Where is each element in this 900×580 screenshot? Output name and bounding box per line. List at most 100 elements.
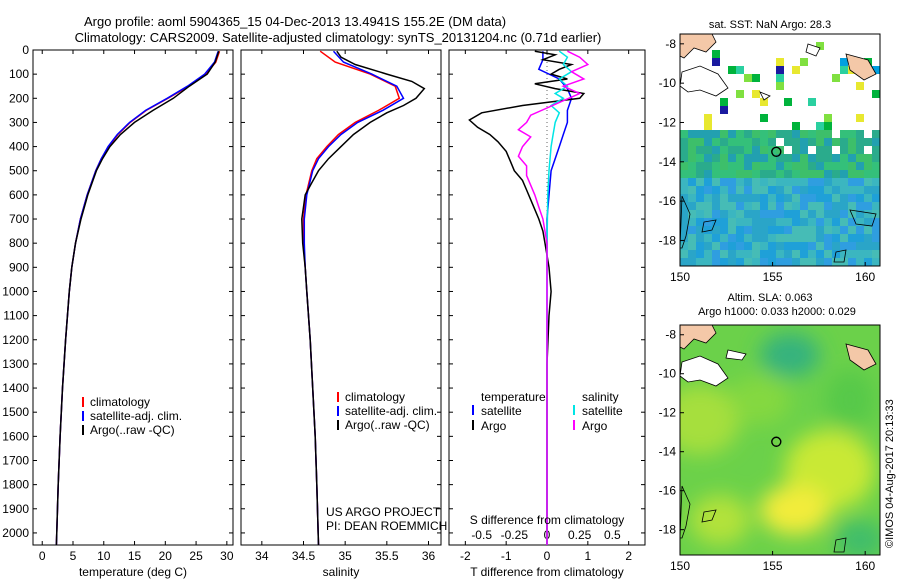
sla-blob-4	[760, 485, 830, 535]
sst-cell	[688, 250, 696, 258]
sst-cell	[768, 138, 776, 146]
sst-cell	[848, 130, 856, 138]
sst-cell	[840, 178, 848, 186]
sst-cell	[800, 210, 808, 218]
sst-cell	[688, 178, 696, 186]
sst-cell	[736, 66, 744, 74]
sst-cell	[696, 162, 704, 170]
land-mass-ne	[845, 343, 877, 371]
sst-cell	[848, 258, 856, 266]
sst-cell	[752, 210, 760, 218]
sst-cell	[824, 114, 832, 122]
sst-cell	[680, 146, 688, 154]
sst-cell	[720, 138, 728, 146]
sst-cell	[728, 226, 736, 234]
salinity-xlabel: salinity	[323, 565, 360, 579]
sst-cell	[760, 242, 768, 250]
sst-cell	[800, 178, 808, 186]
sst-cell	[808, 242, 816, 250]
project-annotation: US ARGO PROJECT	[326, 505, 441, 519]
sst-cell	[680, 130, 688, 138]
sst-cell	[760, 130, 768, 138]
sst-cell	[680, 210, 688, 218]
sst-cell	[736, 162, 744, 170]
sst-cell	[848, 146, 856, 154]
temperature-panel: 0 5 10 15 20 25 300100200300400500600700800900…	[2, 43, 234, 579]
sst-cell	[752, 186, 760, 194]
sst-cell	[800, 194, 808, 202]
sst-cell	[768, 242, 776, 250]
sst-cell	[856, 210, 864, 218]
sst-cell	[856, 258, 864, 266]
sst-cell	[848, 170, 856, 178]
sst-cell	[744, 250, 752, 258]
sst-cell	[792, 218, 800, 226]
sst-cell	[816, 146, 824, 154]
y-tick-label: 500	[9, 164, 29, 178]
sst-cell	[872, 130, 880, 138]
sst-argo-location-marker	[771, 146, 782, 157]
sst-cell	[752, 242, 760, 250]
sst-cell	[784, 138, 792, 146]
sst-cell	[776, 162, 784, 170]
sst-cell	[872, 178, 880, 186]
sst-cell	[752, 138, 760, 146]
sst-cell	[848, 234, 856, 242]
sst-cell	[712, 58, 720, 66]
sst-cell	[792, 226, 800, 234]
sst-cell	[760, 250, 768, 258]
sst-cell	[840, 250, 848, 258]
sst-cell	[776, 170, 784, 178]
sst-cell	[720, 226, 728, 234]
sla-blob-1	[760, 333, 820, 377]
sst-cell	[728, 138, 736, 146]
sst-cell	[832, 138, 840, 146]
sst-cell	[688, 258, 696, 266]
island-2	[759, 91, 771, 101]
sst-cell	[688, 154, 696, 162]
sst-cell	[704, 138, 712, 146]
sst-cell	[816, 122, 824, 130]
sst-cell	[856, 162, 864, 170]
sst-cell	[760, 210, 768, 218]
sst-cell	[864, 194, 872, 202]
legend-argo-label: Argo(..raw -QC)	[345, 418, 430, 432]
sst-cell	[824, 154, 832, 162]
sst-cell	[752, 170, 760, 178]
lon-tick-label: 150	[670, 270, 690, 284]
sst-cell	[768, 250, 776, 258]
sst-cell	[728, 146, 736, 154]
sst-cell	[704, 226, 712, 234]
sla-blob-6	[825, 370, 875, 430]
sst-cell	[744, 218, 752, 226]
sst-cell	[744, 258, 752, 266]
sst-cell	[864, 250, 872, 258]
difference-legend: temperature salinity satellite Argo sate…	[472, 390, 623, 433]
sst-cell	[728, 234, 736, 242]
sst-cell	[816, 210, 824, 218]
sst-cell	[776, 202, 784, 210]
sst-cells	[680, 42, 880, 266]
sst-cell	[824, 250, 832, 258]
sst-cell	[776, 242, 784, 250]
sst-cell	[736, 170, 744, 178]
sst-cell	[808, 162, 816, 170]
sst-cell	[824, 210, 832, 218]
sst-cell	[688, 210, 696, 218]
sst-cell	[832, 242, 840, 250]
lon-tick-label: 160	[855, 270, 875, 284]
lat-tick-label: -8	[665, 328, 676, 342]
sst-cell	[872, 90, 880, 98]
sst-cell	[872, 154, 880, 162]
sst-cell	[760, 234, 768, 242]
sst-cell	[800, 218, 808, 226]
sst-cell	[712, 258, 720, 266]
reef-outline-1	[701, 219, 717, 233]
sst-cell	[712, 162, 720, 170]
sst-cell	[744, 234, 752, 242]
sst-cell	[800, 154, 808, 162]
sst-cell	[712, 210, 720, 218]
sla-map-title-line2: Argo h1000: 0.033 h2000: 0.029	[698, 306, 856, 318]
sst-cell	[736, 210, 744, 218]
sst-cell	[752, 226, 760, 234]
